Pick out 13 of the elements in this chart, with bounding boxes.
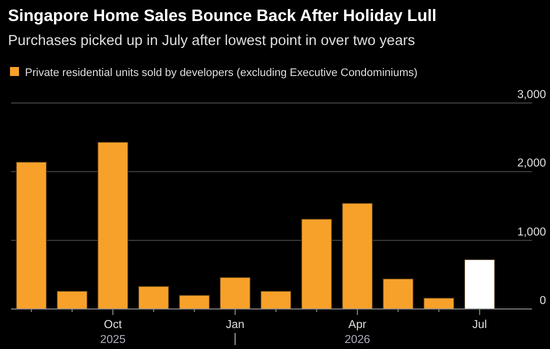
legend-label: Private residential units sold by developers (excluding Executive Condominiums) <box>25 67 418 79</box>
x-tick-label: Apr <box>348 319 366 331</box>
y-tick-label: 1,000 <box>517 226 546 238</box>
y-tick-label: 2,000 <box>517 158 546 170</box>
text: 2026 <box>344 334 370 346</box>
chart-title: Singapore Home Sales Bounce Back After Holiday Lull <box>8 7 436 25</box>
x-tick-label: Jan <box>226 319 244 331</box>
x-tick-label: Oct <box>104 319 123 331</box>
y-tick-label: 0 <box>540 295 546 307</box>
y-tick-label: 3,000 <box>517 89 546 101</box>
x-tick-label: Jul <box>472 319 487 331</box>
chart-subtitle: Purchases picked up in July after lowest point in over two years <box>8 33 416 49</box>
text: 2025 <box>100 334 126 346</box>
